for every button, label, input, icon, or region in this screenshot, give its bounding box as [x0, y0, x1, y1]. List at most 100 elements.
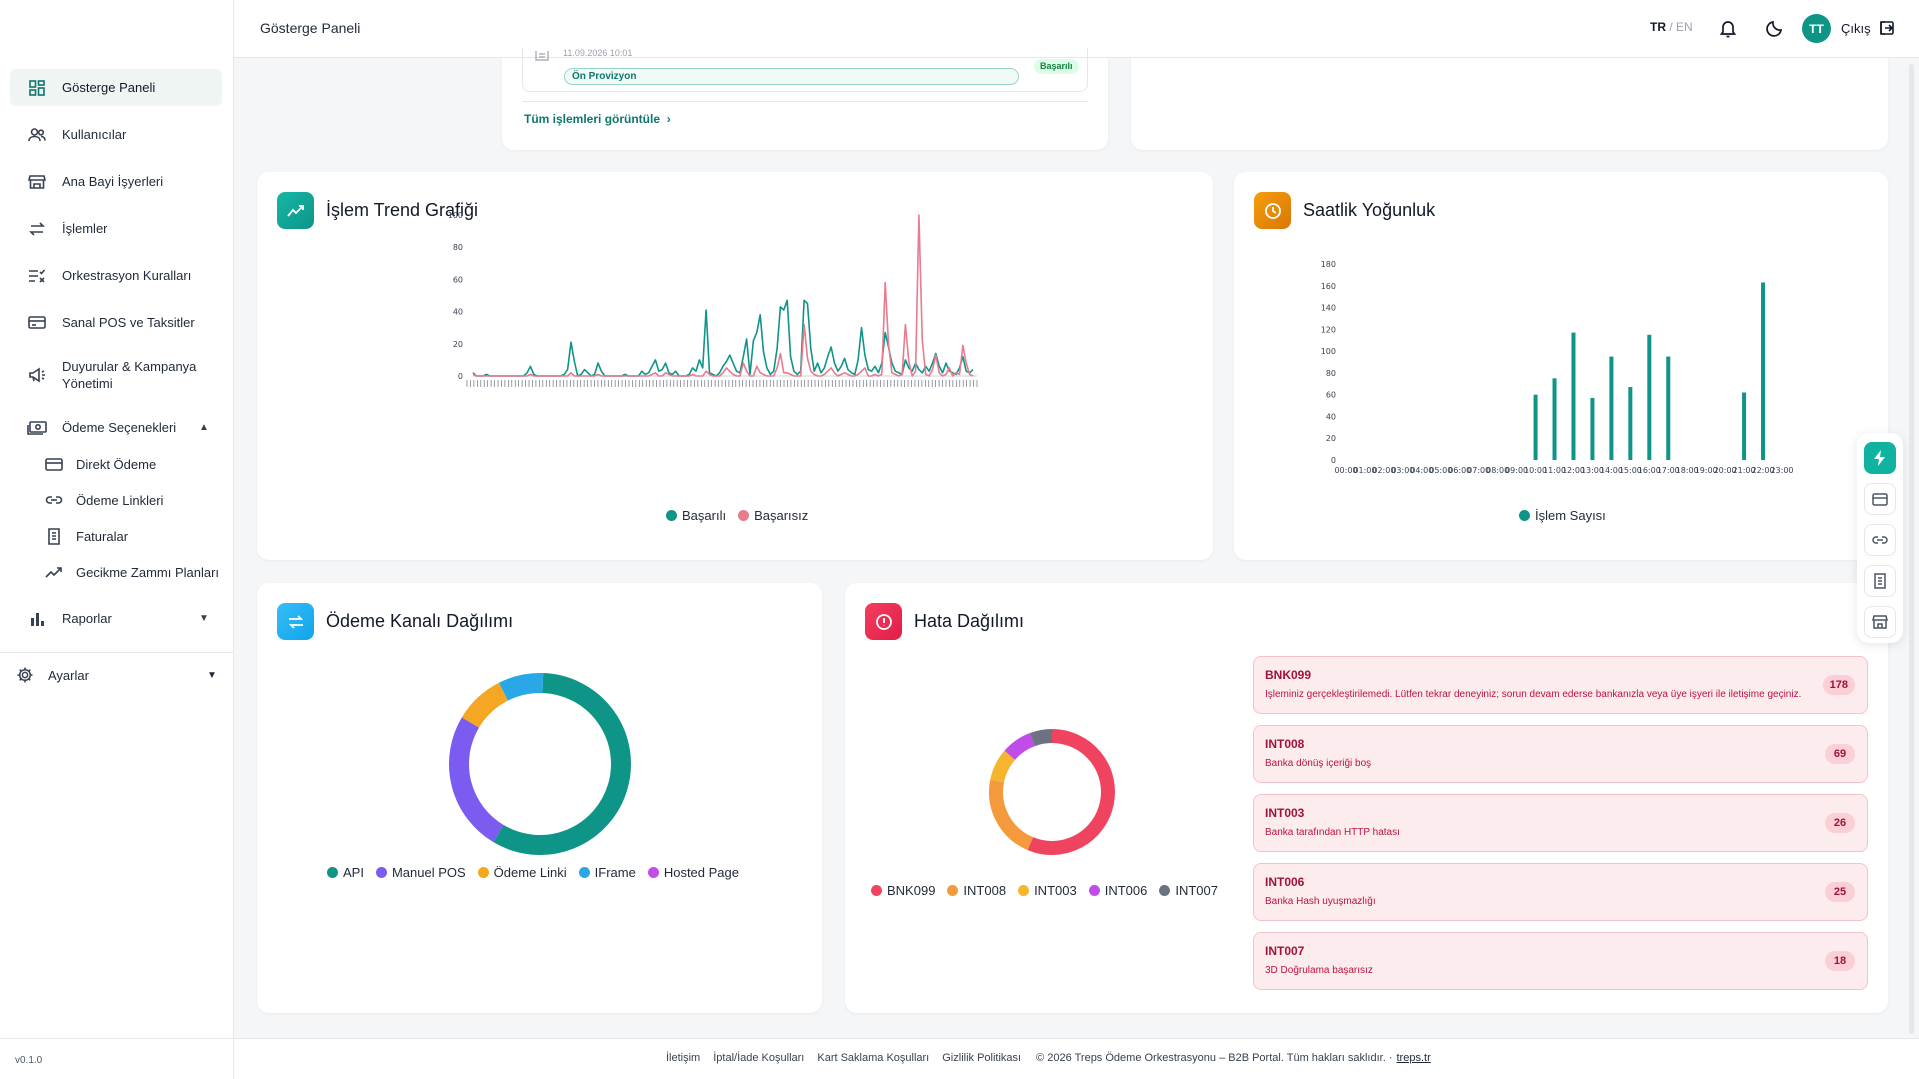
error-slice-int007: [1029, 729, 1053, 747]
quick-action-bolt[interactable]: [1864, 442, 1896, 474]
legend-label: Manuel POS: [391, 865, 466, 880]
legend-dot: [477, 867, 489, 878]
y-tick-label: 180: [1321, 260, 1336, 269]
quick-action-invoice[interactable]: [1864, 565, 1896, 597]
sidebar-item-transactions[interactable]: İşlemler: [10, 210, 222, 247]
legend-item-int006[interactable]: INT006: [1088, 883, 1148, 898]
moon-icon[interactable]: [1764, 17, 1786, 39]
legend-label: API: [343, 865, 364, 880]
legend-item-failed[interactable]: Başarısız: [738, 508, 808, 523]
channel-legend: API Manuel POS Ödeme Linki IFrame Hosted…: [321, 865, 745, 880]
avatar[interactable]: TT: [1802, 14, 1831, 43]
x-tick-label: 17:00: [1657, 466, 1680, 475]
dashboard-icon: [26, 78, 48, 98]
chevron-down-icon: ▼: [207, 669, 217, 681]
y-tick-label: 0: [458, 372, 463, 381]
footer-link-card-storage[interactable]: Kart Saklama Koşulları: [817, 1052, 930, 1064]
legend-item-int008[interactable]: INT008: [947, 883, 1006, 898]
error-row[interactable]: INT008 Banka dönüş içeriği boş 69: [1253, 725, 1868, 783]
error-row[interactable]: BNK099 İşleminiz gerçekleştirilemedi. Lü…: [1253, 656, 1868, 714]
page-scrollbar[interactable]: [1909, 64, 1914, 1034]
error-description: 3D Doğrulama başarısız: [1265, 965, 1373, 976]
footer-link-refund[interactable]: İptal/İade Koşulları: [713, 1052, 805, 1064]
logout-button[interactable]: Çıkış: [1841, 20, 1895, 36]
quick-action-store[interactable]: [1864, 606, 1896, 638]
channel-chart-title: Ödeme Kanalı Dağılımı: [326, 611, 514, 631]
view-all-transactions-link[interactable]: Tüm işlemleri görüntüle ›: [524, 112, 671, 126]
legend-item-success[interactable]: Başarılı: [666, 508, 726, 523]
error-chart-title: Hata Dağılımı: [914, 611, 1025, 631]
legend-item-api[interactable]: API: [327, 865, 364, 880]
footer-link-privacy[interactable]: Gizlilik Politikası: [942, 1052, 1022, 1064]
invoice-icon: [1874, 573, 1886, 589]
lang-active[interactable]: TR: [1650, 20, 1666, 34]
recent-transaction-item[interactable]: 11.09.2026 10:01 Ön Provizyon Başarılı: [522, 48, 1088, 92]
sidebar-item-users[interactable]: Kullanıcılar: [10, 116, 222, 153]
legend-item-iframe[interactable]: IFrame: [578, 865, 636, 880]
x-tick-label: 10:00: [1524, 466, 1547, 475]
error-description: Banka dönüş içeriği boş: [1265, 758, 1372, 769]
y-tick-label: 80: [453, 243, 463, 252]
legend-item-bnk099[interactable]: BNK099: [871, 883, 935, 898]
legend-item-int007[interactable]: INT007: [1159, 883, 1218, 898]
lang-other[interactable]: EN: [1676, 20, 1693, 34]
legend-label: IFrame: [594, 865, 636, 880]
sidebar-item-merchants[interactable]: Ana Bayi İşyerleri: [10, 163, 222, 200]
sidebar-item-settings[interactable]: Ayarlar ▼: [0, 656, 234, 694]
bell-icon[interactable]: [1717, 17, 1739, 39]
error-row[interactable]: INT006 Banka Hash uyuşmazlığı 25: [1253, 863, 1868, 921]
sidebar-item-label: Kullanıcılar: [62, 127, 127, 142]
error-row[interactable]: INT007 3D Doğrulama başarısız 18: [1253, 932, 1868, 990]
x-tick-label: 23:00: [1770, 466, 1793, 475]
legend-item-hosted-page[interactable]: Hosted Page: [647, 865, 739, 880]
sidebar-item-payment-options[interactable]: Ödeme Seçenekleri ▲: [10, 409, 222, 446]
y-tick-label: 60: [453, 275, 463, 284]
sidebar-subitem-invoices[interactable]: Faturalar: [10, 518, 222, 554]
sidebar-item-label: Ana Bayi İşyerleri: [62, 174, 164, 189]
x-tick-label: 02:00: [1372, 466, 1395, 475]
sidebar-item-orchestration[interactable]: Orkestrasyon Kuralları: [10, 257, 222, 294]
legend-item-payment-link[interactable]: Ödeme Linki: [477, 865, 567, 880]
footer-link-contact[interactable]: İletişim: [666, 1052, 701, 1064]
legend-label: INT006: [1104, 883, 1148, 898]
quick-action-link[interactable]: [1864, 524, 1896, 556]
bar-13:00: [1590, 397, 1595, 460]
sidebar-nav: Gösterge Paneli Kullanıcılar Ana Bayi İş…: [10, 69, 222, 647]
error-code: INT007: [1265, 944, 1305, 958]
rules-icon: [26, 266, 48, 286]
sidebar-subitem-direct-payment[interactable]: Direkt Ödeme: [10, 446, 222, 482]
x-tick-label: 14:00: [1600, 466, 1623, 475]
hourly-bar-chart: 02040608010012014016018000:0001:0002:000…: [1321, 260, 1794, 475]
sidebar-item-reports[interactable]: Raporlar ▼: [10, 600, 222, 637]
page-title: Gösterge Paneli: [260, 20, 361, 36]
legend-dot: [947, 885, 959, 896]
legend-dot: [1018, 885, 1030, 896]
sidebar-subitem-late-fee-plans[interactable]: Gecikme Zammı Planları: [10, 554, 222, 590]
payments-icon: [26, 418, 48, 438]
sidebar-item-virtual-pos[interactable]: Sanal POS ve Taksitler: [10, 304, 222, 341]
y-tick-label: 160: [1321, 282, 1336, 291]
sidebar-subitem-payment-links[interactable]: Ödeme Linkleri: [10, 482, 222, 518]
sidebar-item-campaigns[interactable]: Duyurular & Kampanya Yönetimi: [10, 351, 222, 399]
quick-action-card[interactable]: [1864, 483, 1896, 515]
legend-item-count[interactable]: İşlem Sayısı: [1519, 508, 1606, 523]
error-description: Banka Hash uyuşmazlığı: [1265, 896, 1376, 907]
card-icon: [44, 455, 64, 473]
error-count-badge: 25: [1825, 882, 1855, 902]
swap-icon: [26, 219, 48, 239]
app-version: v0.1.0: [15, 1055, 43, 1066]
language-switcher[interactable]: TR / EN: [1650, 20, 1693, 34]
legend-dot: [375, 867, 387, 878]
legend-item-manual-pos[interactable]: Manuel POS: [375, 865, 466, 880]
bar-chart-icon: [26, 609, 48, 629]
footer-site-link[interactable]: treps.tr: [1396, 1052, 1431, 1064]
legend-dot: [647, 867, 659, 878]
sidebar-item-label: Sanal POS ve Taksitler: [62, 315, 195, 330]
channel-slice-iframe: [498, 673, 544, 701]
sidebar-item-dashboard[interactable]: Gösterge Paneli: [10, 69, 222, 106]
sidebar-divider: [0, 652, 234, 653]
error-row[interactable]: INT003 Banka tarafından HTTP hatası 26: [1253, 794, 1868, 852]
x-tick-label: 19:00: [1695, 466, 1718, 475]
sidebar-divider: [0, 1038, 234, 1039]
legend-item-int003[interactable]: INT003: [1018, 883, 1077, 898]
